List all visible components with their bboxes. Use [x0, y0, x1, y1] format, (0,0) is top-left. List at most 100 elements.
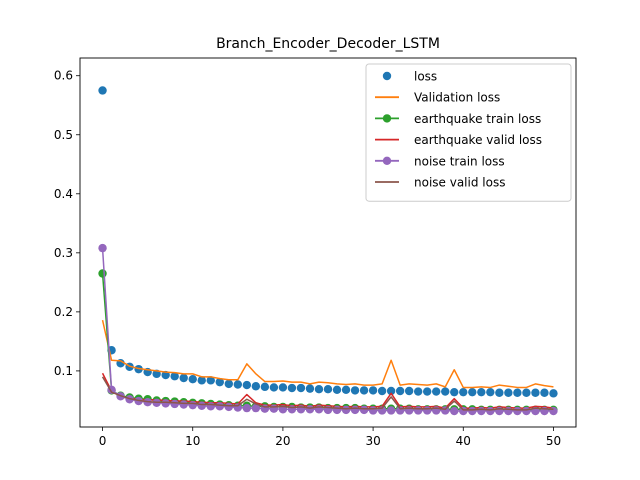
legend-box	[365, 63, 572, 202]
series-0-point	[179, 373, 188, 383]
legend-item: noise train loss	[375, 154, 505, 168]
axes: 0 10 20 30 40 50 0.1 0.2 0.3 0.4 0.5 0.6	[54, 69, 561, 448]
series-4-point	[332, 405, 342, 415]
series-4-point	[269, 404, 279, 413]
legend-swatch-marker	[382, 114, 392, 123]
y-tick-label: 0.5	[54, 128, 73, 142]
series-4-point	[549, 406, 558, 416]
series-0-point	[441, 387, 450, 396]
legend-label: earthquake valid loss	[414, 133, 542, 147]
plot-area	[98, 86, 558, 416]
series-0-point	[368, 386, 378, 395]
series-0-point	[522, 388, 531, 397]
series-0-point	[359, 386, 369, 395]
series-0-point	[377, 386, 387, 396]
series-4-point	[224, 402, 233, 412]
series-4-point	[341, 405, 351, 415]
legend-label: Validation loss	[414, 91, 500, 105]
series-0-point	[459, 387, 468, 397]
series-0-point	[549, 389, 558, 398]
series-2-point	[98, 269, 107, 278]
legend: loss Validation loss earthquake train loss…	[365, 63, 572, 202]
series-4-point	[170, 399, 179, 409]
series-4-point	[197, 401, 206, 410]
series-0-point	[323, 385, 333, 394]
series-5-line	[101, 376, 554, 411]
series-4-point	[161, 399, 170, 408]
series-0-point	[413, 387, 423, 396]
series-0-point	[206, 376, 215, 385]
series-0-point	[314, 385, 324, 394]
legend-label: earthquake train loss	[414, 112, 541, 126]
series-4-point	[188, 400, 197, 410]
series-0-point	[233, 380, 243, 389]
series-1	[101, 319, 554, 389]
legend-item: Validation loss	[375, 91, 500, 105]
series-0-point	[432, 387, 441, 396]
series-0-point	[504, 388, 513, 397]
series-0-point	[296, 383, 306, 393]
series-0-point	[350, 386, 360, 395]
series-4-point	[242, 403, 252, 413]
series-0-point	[495, 388, 504, 397]
x-tick-label: 10	[185, 434, 200, 448]
series-0-point	[305, 384, 315, 393]
series-0-point	[404, 386, 414, 396]
series-4-point	[450, 406, 459, 416]
series-4-point	[513, 406, 522, 416]
legend-item: loss	[382, 70, 437, 84]
legend-item: earthquake valid loss	[375, 133, 542, 147]
series-0-point	[341, 385, 351, 394]
chart-title: Branch_Encoder_Decoder_LSTM	[216, 36, 440, 52]
series-4-point	[287, 405, 297, 414]
series-0-point	[269, 383, 279, 392]
series-4-point	[423, 406, 432, 415]
series-0-point	[260, 382, 270, 392]
series-4-point	[468, 406, 477, 416]
series-0-point	[242, 380, 252, 390]
series-0-point	[332, 385, 342, 394]
series-4-point	[350, 405, 360, 415]
legend-swatch-marker	[382, 156, 392, 165]
legend-item: earthquake train loss	[375, 112, 541, 126]
series-0-point	[450, 387, 459, 397]
series-4-point	[386, 406, 396, 415]
series-0-point	[98, 86, 107, 95]
series-4-point	[359, 405, 369, 415]
series-0-point	[477, 387, 486, 397]
x-tick-label: 40	[456, 434, 471, 448]
y-tick-label: 0.1	[54, 364, 73, 378]
series-4-point	[504, 406, 513, 416]
series-0-point	[251, 382, 261, 391]
series-0-point	[486, 387, 495, 397]
series-0-point	[395, 386, 405, 396]
series-4-point	[305, 405, 315, 414]
series-0-point	[468, 387, 477, 397]
series-4-point	[486, 406, 495, 416]
legend-label: noise valid loss	[414, 176, 505, 190]
plot-frame	[79, 57, 577, 428]
series-0-point	[540, 388, 549, 397]
legend-item: noise valid loss	[375, 176, 505, 190]
series-4-point	[233, 403, 243, 412]
x-tick-label: 20	[275, 434, 290, 448]
series-4-point	[98, 243, 107, 253]
x-tick-label: 0	[99, 434, 107, 448]
series-0-point	[287, 383, 297, 393]
series-0-point	[197, 376, 206, 385]
series-4-point	[477, 406, 486, 416]
series-5	[101, 376, 554, 411]
x-tick-label: 30	[365, 434, 380, 448]
x-tick-label: 50	[546, 434, 561, 448]
series-4-point	[368, 406, 378, 415]
series-0-point	[170, 372, 179, 381]
series-4-point	[251, 403, 261, 413]
series-0-point	[188, 374, 197, 384]
series-0-point	[531, 388, 540, 397]
series-4-point	[413, 406, 423, 415]
series-0-point	[513, 388, 522, 397]
legend-label: loss	[414, 70, 437, 84]
series-0-point	[423, 387, 432, 396]
series-0-point	[215, 377, 224, 387]
